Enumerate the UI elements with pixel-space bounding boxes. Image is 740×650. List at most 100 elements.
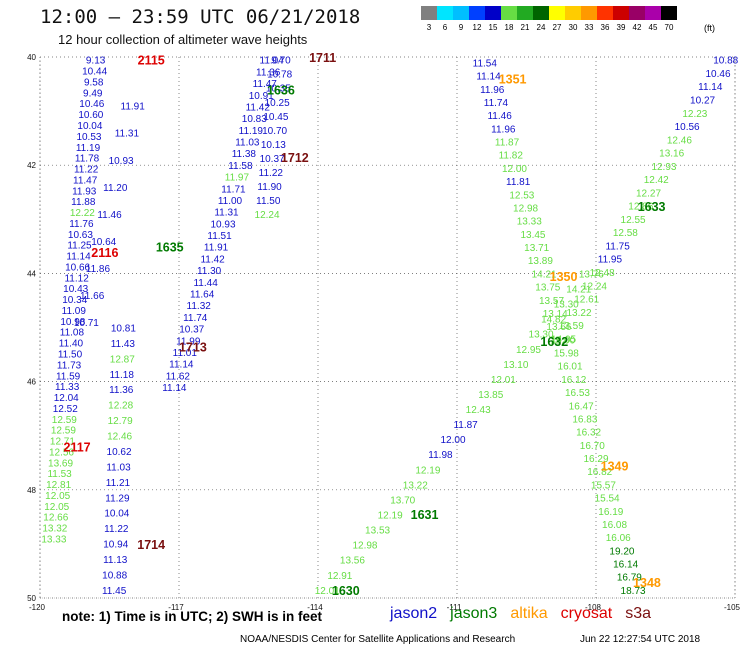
wave-height-value: 11.25	[67, 241, 92, 252]
wave-height-value: 18.73	[621, 586, 646, 597]
wave-height-value: 11.82	[499, 151, 524, 162]
wave-height-value: 11.31	[214, 208, 239, 219]
wave-height-value: 16.08	[602, 520, 627, 531]
wave-height-value: 11.66	[80, 291, 105, 302]
y-tick-label: 42	[27, 161, 36, 170]
color-scale-label: 24	[536, 23, 546, 32]
y-tick-label: 44	[27, 269, 36, 278]
wave-height-value: 12.58	[613, 228, 638, 239]
wave-height-value: 11.09	[62, 306, 87, 317]
color-scale-label: 42	[632, 23, 642, 32]
wave-height-value: 9.58	[84, 77, 104, 88]
wave-height-value: 14.21	[566, 284, 591, 295]
wave-height-value: 15.54	[595, 494, 620, 505]
wave-height-value: 16.01	[558, 362, 583, 373]
wave-height-value: 12.24	[255, 210, 280, 221]
wave-height-value: 11.42	[246, 102, 271, 113]
color-scale-label: 6	[442, 23, 448, 32]
wave-height-value: 11.99	[176, 336, 201, 347]
wave-height-value: 15.57	[591, 480, 616, 491]
wave-height-value: 11.18	[110, 370, 135, 381]
wave-height-value: 12.00	[441, 435, 466, 446]
wave-height-value: 16.53	[565, 388, 590, 399]
wave-height-value: 16.82	[587, 467, 612, 478]
wave-height-value: 12.01	[491, 375, 516, 386]
wave-height-value: 12.59	[52, 415, 77, 426]
wave-height-value: 10.46	[79, 99, 104, 110]
y-tick-label: 46	[27, 378, 36, 387]
wave-height-value: 12.19	[415, 465, 440, 476]
pass-time-label: 1636	[267, 83, 295, 97]
color-scale-label: 30	[568, 23, 578, 32]
wave-height-value: 12.79	[108, 416, 133, 427]
wave-height-value: 11.95	[598, 255, 623, 266]
pass-time-label: 1630	[332, 584, 360, 598]
wave-height-value: 10.66	[65, 262, 90, 273]
pass-time-label: 2115	[138, 54, 165, 68]
wave-height-value: 15.00	[550, 335, 575, 346]
wave-height-value: 14.82	[541, 315, 566, 326]
wave-height-value: 11.47	[73, 175, 98, 186]
wave-height-value: 11.29	[105, 493, 130, 504]
wave-height-value: 13.76	[579, 269, 604, 280]
wave-height-value: 10.44	[82, 67, 107, 78]
wave-height-value: 12.66	[43, 513, 68, 524]
wave-height-value: 11.04	[260, 56, 285, 67]
wave-height-value: 12.59	[51, 426, 76, 437]
wave-height-value: 10.37	[179, 325, 204, 336]
color-scale-label: 15	[488, 23, 498, 32]
wave-height-value: 11.13	[103, 555, 128, 566]
wave-height-value: 10.71	[74, 318, 99, 329]
wave-height-value: 11.38	[232, 149, 257, 160]
color-scale-label: 27	[552, 23, 562, 32]
color-scale-swatch	[581, 6, 597, 20]
wave-height-value: 11.53	[47, 469, 72, 480]
wave-height-value: 10.13	[261, 140, 286, 151]
color-scale-swatch	[565, 6, 581, 20]
wave-height-value: 10.70	[262, 126, 287, 137]
wave-height-value: 13.22	[403, 480, 428, 491]
wave-height-value: 11.71	[221, 184, 246, 195]
pass-time-label: 1711	[309, 51, 336, 65]
page-title: 12:00 – 23:59 UTC 06/21/2018	[40, 6, 361, 28]
wave-height-value: 19.20	[609, 546, 634, 557]
wave-height-value: 12.71	[50, 437, 75, 448]
wave-height-value: 12.87	[110, 354, 135, 365]
wave-height-value: 12.93	[651, 162, 676, 173]
wave-height-value: 12.05	[45, 491, 70, 502]
wave-height-value: 11.08	[60, 328, 85, 339]
wave-height-value: 10.46	[705, 69, 730, 80]
wave-height-value: 10.27	[690, 96, 715, 107]
color-scale-label: 36	[600, 23, 610, 32]
wave-height-value: 12.81	[46, 480, 71, 491]
color-scale-swatch	[613, 6, 629, 20]
wave-height-value: 13.14	[543, 309, 568, 320]
wave-height-value: 12.04	[54, 393, 79, 404]
wave-height-value: 13.22	[566, 308, 591, 319]
wave-height-value: 11.14	[66, 252, 91, 263]
wave-height-value: 9.70	[271, 56, 291, 67]
wave-height-value: 11.19	[76, 143, 101, 154]
satellite-legend-jason2: jason2	[390, 605, 438, 622]
color-scale-label: 3	[426, 23, 432, 32]
wave-height-value: 11.00	[218, 196, 243, 207]
pass-time-label: 1714	[137, 538, 165, 552]
wave-height-value: 11.81	[506, 177, 531, 188]
wave-height-value: 10.35	[266, 84, 291, 95]
wave-height-value: 11.91	[121, 102, 146, 113]
wave-height-value: 11.98	[428, 450, 453, 461]
wave-height-value: 11.96	[491, 124, 516, 135]
wave-height-value: 12.46	[107, 432, 132, 443]
wave-height-value: 12.28	[108, 401, 133, 412]
wave-height-value: 16.12	[561, 375, 586, 386]
color-scale-swatch	[661, 6, 677, 20]
wave-height-value: 12.00	[502, 164, 527, 175]
wave-height-value: 10.93	[109, 156, 134, 167]
pass-time-label: 1348	[633, 576, 661, 590]
pass-time-label: 1713	[179, 340, 207, 354]
pass-time-label: 1631	[411, 508, 439, 522]
satellite-legend-altika: altika	[510, 605, 548, 622]
pass-time-label: 1632	[540, 335, 568, 349]
wave-height-value: 16.70	[580, 441, 605, 452]
wave-height-value: 11.14	[476, 72, 501, 83]
